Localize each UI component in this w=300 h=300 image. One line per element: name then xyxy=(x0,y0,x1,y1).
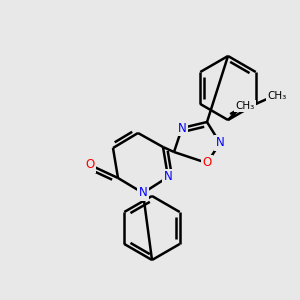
Text: N: N xyxy=(139,187,147,200)
Text: N: N xyxy=(216,136,224,149)
Text: CH₃: CH₃ xyxy=(267,91,286,101)
Text: CH₃: CH₃ xyxy=(236,101,255,111)
Text: N: N xyxy=(164,170,172,184)
Text: N: N xyxy=(178,122,186,134)
Text: O: O xyxy=(202,157,211,169)
Text: O: O xyxy=(85,158,94,172)
